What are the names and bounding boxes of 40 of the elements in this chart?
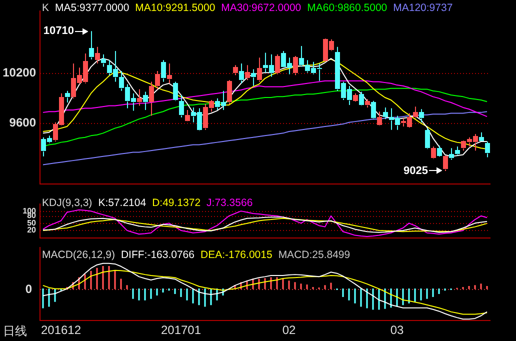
- candlestick: [185, 109, 190, 121]
- candlestick: [95, 46, 100, 64]
- y-tick-label: 50: [27, 218, 37, 228]
- text: MA30:9672.0000: [221, 2, 302, 14]
- text: MA5:9377.0000: [55, 2, 130, 14]
- candlestick: [149, 81, 154, 116]
- series-label: DIFF:-163.0766: [120, 249, 194, 261]
- x-tick-label: 02: [282, 323, 296, 338]
- candlestick: [89, 30, 94, 60]
- series-label: DEA:-176.0015: [200, 249, 272, 261]
- candlestick: [167, 62, 172, 84]
- candlestick: [179, 94, 184, 118]
- series-label: MACD:25.8499: [278, 249, 350, 261]
- chart-title: KDJ(9,3,3): [42, 197, 92, 209]
- series-label: D:49.1372: [152, 197, 201, 209]
- candlestick: [299, 46, 304, 68]
- x-tick-label: 201701: [160, 323, 202, 338]
- y-tick-label: 20: [27, 226, 37, 235]
- text: MA10:9291.5000: [135, 2, 216, 14]
- ref-line-label: 0: [25, 282, 32, 296]
- series-label: J:73.3566: [206, 197, 253, 209]
- candlestick: [137, 88, 142, 106]
- series-label: K:57.2104: [98, 197, 146, 209]
- y-tick-label: 9600: [9, 116, 36, 130]
- annotation: 10710: [43, 25, 74, 38]
- chart-title: MACD(26,12,9): [42, 249, 115, 261]
- y-tick-label: 10200: [2, 66, 36, 80]
- candlestick: [377, 111, 382, 125]
- candlestick: [383, 106, 388, 120]
- text: MA120:9737: [393, 2, 453, 14]
- text: 日线: [3, 323, 27, 340]
- chart-title: K: [42, 2, 50, 14]
- candlestick: [143, 91, 148, 110]
- x-tick-label: 201612: [40, 323, 82, 338]
- candlestick: [239, 62, 244, 84]
- x-tick-label: 03: [390, 323, 404, 338]
- candlestick: [245, 64, 250, 81]
- candlestick: [359, 91, 364, 105]
- text: MA60:9860.5000: [307, 2, 388, 14]
- annotation: 9025: [404, 164, 428, 177]
